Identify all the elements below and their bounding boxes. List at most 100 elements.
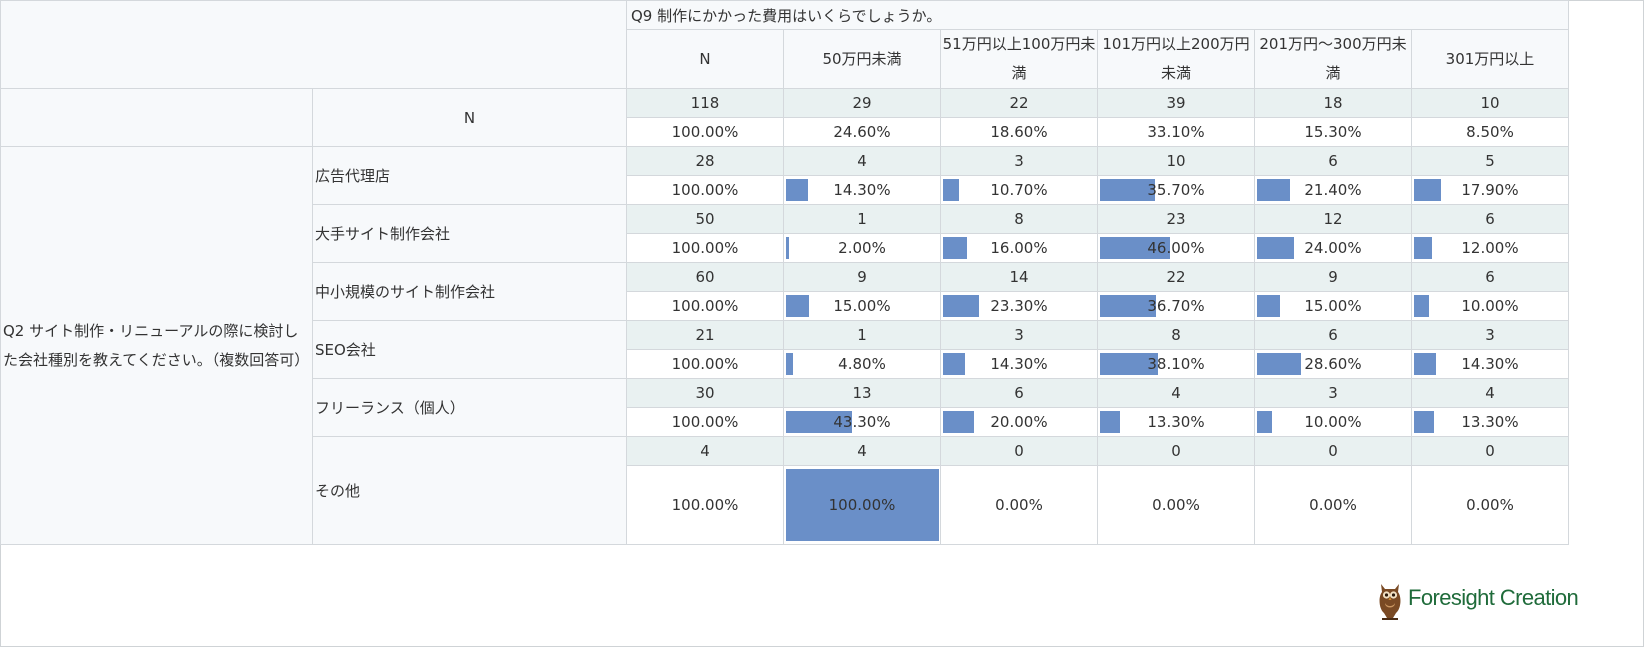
count-cell: 9 bbox=[1254, 262, 1412, 292]
percent-value: 36.70% bbox=[1147, 297, 1205, 315]
row-category-label: SEO会社 bbox=[312, 320, 627, 379]
percent-cell: 0.00% bbox=[1097, 465, 1255, 545]
count-cell: 0 bbox=[1097, 436, 1255, 466]
count-cell: 6 bbox=[1411, 204, 1569, 234]
total-percent-cell: 24.60% bbox=[783, 117, 941, 147]
column-header-101-200: 101万円以上200万円未満 bbox=[1097, 29, 1255, 89]
percent-cell: 38.10% bbox=[1097, 349, 1255, 379]
total-percent-cell: 33.10% bbox=[1097, 117, 1255, 147]
total-count-cell: 118 bbox=[626, 88, 784, 118]
count-cell: 5 bbox=[1411, 146, 1569, 176]
percent-cell: 16.00% bbox=[940, 233, 1098, 263]
count-cell: 0 bbox=[1411, 436, 1569, 466]
percent-value: 43.30% bbox=[833, 413, 891, 431]
percent-cell: 14.30% bbox=[1411, 349, 1569, 379]
percent-bar bbox=[786, 179, 808, 201]
column-question-header: Q9 制作にかかった費用はいくらでしょうか。 bbox=[626, 0, 1569, 30]
percent-bar bbox=[786, 469, 939, 541]
column-header-201-300: 201万円～300万円未満 bbox=[1254, 29, 1412, 89]
column-header-n: N bbox=[626, 29, 784, 89]
total-percent-cell: 15.30% bbox=[1254, 117, 1412, 147]
count-cell: 13 bbox=[783, 378, 941, 408]
percent-cell: 13.30% bbox=[1411, 407, 1569, 437]
count-cell: 6 bbox=[940, 378, 1098, 408]
percent-bar bbox=[1100, 237, 1170, 259]
percent-cell: 100.00% bbox=[626, 349, 784, 379]
count-cell: 28 bbox=[626, 146, 784, 176]
percent-value: 100.00% bbox=[671, 297, 739, 315]
count-cell: 6 bbox=[1411, 262, 1569, 292]
percent-value: 100.00% bbox=[671, 496, 739, 514]
count-cell: 30 bbox=[626, 378, 784, 408]
row-category-label: フリーランス（個人） bbox=[312, 378, 627, 437]
percent-cell: 14.30% bbox=[940, 349, 1098, 379]
percent-cell: 100.00% bbox=[626, 291, 784, 321]
owl-icon bbox=[1379, 584, 1401, 620]
count-cell: 3 bbox=[1254, 378, 1412, 408]
count-cell: 3 bbox=[940, 146, 1098, 176]
percent-cell: 13.30% bbox=[1097, 407, 1255, 437]
percent-value: 0.00% bbox=[995, 496, 1043, 514]
foresight-creation-logo: Foresight Creation bbox=[1376, 578, 1606, 624]
percent-value: 13.30% bbox=[1461, 413, 1519, 431]
column-header-under-50: 50万円未満 bbox=[783, 29, 941, 89]
percent-cell: 0.00% bbox=[1254, 465, 1412, 545]
percent-cell: 100.00% bbox=[626, 407, 784, 437]
percent-bar bbox=[786, 411, 852, 433]
percent-value: 20.00% bbox=[990, 413, 1048, 431]
logo-text: Foresight Creation bbox=[1408, 585, 1579, 610]
count-cell: 4 bbox=[783, 146, 941, 176]
count-cell: 22 bbox=[1097, 262, 1255, 292]
crosstab-body: N 118 29 22 39 18 10 100.00% 24.60% 18.6… bbox=[0, 88, 1569, 545]
percent-value: 35.70% bbox=[1147, 181, 1205, 199]
percent-value: 12.00% bbox=[1461, 239, 1519, 257]
count-cell: 8 bbox=[1097, 320, 1255, 350]
percent-cell: 21.40% bbox=[1254, 175, 1412, 205]
percent-bar bbox=[1257, 179, 1290, 201]
percent-bar bbox=[1414, 237, 1432, 259]
percent-value: 14.30% bbox=[833, 181, 891, 199]
percent-cell: 15.00% bbox=[1254, 291, 1412, 321]
row-question-label: Q2 サイト制作・リニューアルの際に検討した会社種別を教えてください。（複数回答… bbox=[0, 146, 313, 545]
total-row-label: N bbox=[312, 88, 627, 147]
count-cell: 1 bbox=[783, 204, 941, 234]
count-cell: 6 bbox=[1254, 320, 1412, 350]
percent-value: 14.30% bbox=[990, 355, 1048, 373]
percent-cell: 35.70% bbox=[1097, 175, 1255, 205]
count-cell: 60 bbox=[626, 262, 784, 292]
percent-cell: 0.00% bbox=[1411, 465, 1569, 545]
percent-value: 100.00% bbox=[671, 239, 739, 257]
percent-cell: 2.00% bbox=[783, 233, 941, 263]
percent-bar bbox=[1257, 353, 1301, 375]
percent-value: 38.10% bbox=[1147, 355, 1205, 373]
percent-bar bbox=[943, 179, 959, 201]
percent-bar bbox=[1257, 237, 1294, 259]
count-cell: 10 bbox=[1097, 146, 1255, 176]
percent-value: 23.30% bbox=[990, 297, 1048, 315]
row-category-label: 中小規模のサイト制作会社 bbox=[312, 262, 627, 321]
percent-bar bbox=[1100, 295, 1156, 317]
percent-value: 0.00% bbox=[1309, 496, 1357, 514]
percent-cell: 100.00% bbox=[626, 233, 784, 263]
total-percent-cell: 100.00% bbox=[626, 117, 784, 147]
percent-cell: 100.00% bbox=[783, 465, 941, 545]
count-cell: 1 bbox=[783, 320, 941, 350]
percent-cell: 4.80% bbox=[783, 349, 941, 379]
total-percent-cell: 18.60% bbox=[940, 117, 1098, 147]
percent-bar bbox=[786, 237, 789, 259]
percent-value: 10.00% bbox=[1304, 413, 1362, 431]
percent-value: 0.00% bbox=[1466, 496, 1514, 514]
count-cell: 50 bbox=[626, 204, 784, 234]
row-category-label: 広告代理店 bbox=[312, 146, 627, 205]
percent-cell: 10.00% bbox=[1254, 407, 1412, 437]
count-cell: 4 bbox=[1097, 378, 1255, 408]
percent-value: 10.70% bbox=[990, 181, 1048, 199]
count-cell: 4 bbox=[783, 436, 941, 466]
percent-value: 17.90% bbox=[1461, 181, 1519, 199]
count-cell: 0 bbox=[940, 436, 1098, 466]
percent-value: 13.30% bbox=[1147, 413, 1205, 431]
percent-value: 0.00% bbox=[1152, 496, 1200, 514]
count-cell: 3 bbox=[940, 320, 1098, 350]
percent-value: 21.40% bbox=[1304, 181, 1362, 199]
percent-bar bbox=[943, 237, 967, 259]
